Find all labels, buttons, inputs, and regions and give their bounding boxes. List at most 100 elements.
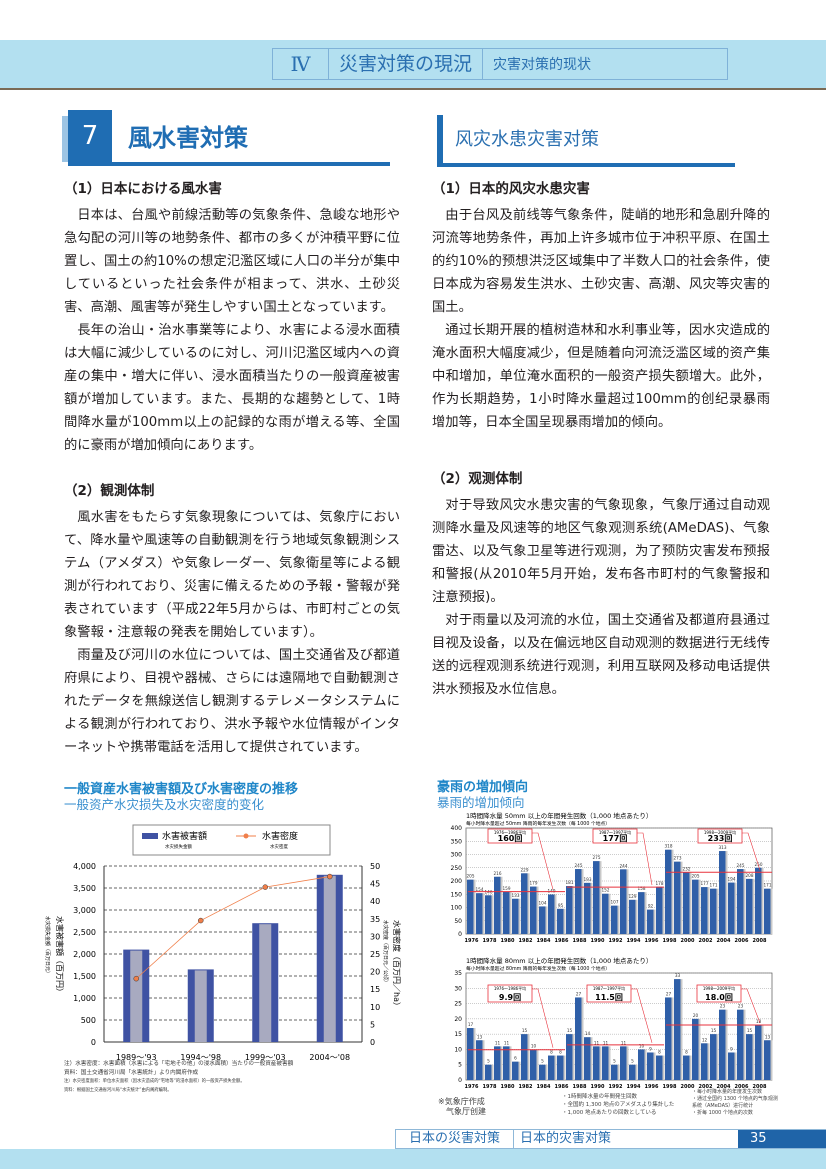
y2-tick-label: 0 bbox=[370, 1038, 375, 1047]
chart-subtitle: 暴雨的增加倾向 bbox=[437, 795, 525, 810]
x-tick-label: 1986 bbox=[555, 938, 569, 944]
note: ・全国約 1,300 地点のアメダスより集計した bbox=[562, 1102, 675, 1108]
x-tick-label: 2004 bbox=[717, 1084, 731, 1090]
bar-value-label: 9 bbox=[649, 1046, 652, 1051]
bar bbox=[530, 1049, 537, 1080]
bar-value-label: 159 bbox=[503, 886, 511, 891]
x-tick-label: 2000 bbox=[681, 1084, 695, 1090]
bar bbox=[656, 886, 663, 934]
y-tick-label: 15 bbox=[454, 1031, 462, 1038]
bar-highlight bbox=[323, 875, 336, 1042]
left-column-s1: （1）日本における風水害 日本は、台風や前線活動等の気象条件、急峻な地形や急勾配… bbox=[64, 178, 400, 457]
footer: 日本の災害対策 日本的灾害对策 35 bbox=[395, 1129, 826, 1149]
bar-value-label: 5 bbox=[487, 1059, 490, 1064]
average-label: 1976～1986平均 bbox=[494, 829, 526, 835]
bar-highlight bbox=[130, 950, 143, 1042]
y2-tick-label: 40 bbox=[370, 897, 380, 906]
bar-value-label: 205 bbox=[467, 874, 475, 879]
y2-tick-label: 35 bbox=[370, 915, 380, 924]
bar-value-label: 245 bbox=[737, 863, 745, 868]
bar-value-label: 11 bbox=[621, 1040, 627, 1045]
y-tick-label: 3,000 bbox=[73, 906, 96, 915]
y-tick-label: 10 bbox=[454, 1046, 462, 1053]
bar bbox=[701, 1043, 708, 1080]
bar bbox=[602, 1046, 609, 1080]
bar bbox=[566, 886, 573, 934]
x-tick-label: 1992 bbox=[609, 1084, 623, 1090]
y-tick-label: 2,500 bbox=[73, 928, 96, 937]
bar-value-label: 13 bbox=[477, 1034, 483, 1039]
bar bbox=[656, 1055, 663, 1080]
y-tick-label: 20 bbox=[454, 1016, 462, 1023]
bar bbox=[593, 1046, 600, 1080]
chapter-number: Ⅳ bbox=[273, 49, 329, 79]
average-box bbox=[697, 828, 743, 844]
paragraph: 風水害をもたらす気象現象については、気象庁において、降水量や風速等の自動観測を行… bbox=[64, 510, 400, 640]
footer-title-cn: 日本的灾害对策 bbox=[520, 1131, 612, 1146]
bar bbox=[737, 869, 744, 934]
right-column-s2: （2）观测体制 对于导致风灾水患灾害的气象现象，气象厅通过自动观测降水量及风速等… bbox=[432, 468, 770, 701]
page-number: 35 bbox=[738, 1130, 826, 1148]
bar bbox=[539, 1064, 546, 1080]
chapter-title-cn: 灾害对策的现状 bbox=[493, 57, 592, 73]
x-tick-label: 2006 bbox=[735, 1084, 749, 1090]
average-value: 18.0回 bbox=[705, 993, 733, 1002]
bar bbox=[521, 873, 528, 934]
y-tick-label: 150 bbox=[451, 891, 463, 898]
bar-value-label: 158 bbox=[638, 886, 646, 891]
x-tick-label: 1996 bbox=[645, 938, 659, 944]
chapter-header: Ⅳ 災害対策の現況 灾害对策的现状 bbox=[272, 48, 728, 80]
average-value: 9.9回 bbox=[499, 993, 521, 1002]
paragraph: 日本は、台風や前線活動等の気象条件、急峻な地形や急勾配の河川等の地勢条件、都市の… bbox=[64, 208, 400, 315]
bar-value-label: 133 bbox=[512, 893, 520, 898]
note: ・1時間降水量の年間発生回数 bbox=[562, 1094, 638, 1100]
bar-value-label: 15 bbox=[567, 1028, 573, 1033]
paragraph: 由于台风及前线等气象条件，陡峭的地形和急剧升降的河流等地势条件，再加上许多城市位… bbox=[432, 208, 770, 315]
bar-value-label: 244 bbox=[620, 863, 628, 868]
bar-value-label: 8 bbox=[550, 1050, 553, 1055]
bar bbox=[521, 1034, 528, 1080]
paragraph: 長年の治山・治水事業等により、水害による浸水面積は大幅に減少しているのに対し、河… bbox=[64, 323, 400, 453]
bar bbox=[674, 979, 681, 1080]
legend-bar-swatch bbox=[142, 833, 158, 839]
rain80-chart: 1時間降水量 80mm 以上の年間発生回数（1,000 地点あたり）每小时降水量… bbox=[454, 956, 773, 1090]
average-box bbox=[592, 828, 638, 844]
bar-value-label: 15 bbox=[747, 1028, 753, 1033]
bar-value-label: 177 bbox=[701, 881, 709, 886]
rain50-chart: 1時間降水量 50mm 以上の年間発生回数（1,000 地点あたり）每小时降水量… bbox=[451, 811, 773, 944]
bar bbox=[539, 906, 546, 934]
bar bbox=[638, 1049, 645, 1080]
average-label: 1998～2009平均 bbox=[703, 985, 735, 991]
chapter-title-jp: 災害対策の現況 bbox=[329, 49, 484, 79]
bar-value-label: 154 bbox=[476, 887, 484, 892]
average-label: 1987～1997平均 bbox=[593, 985, 625, 991]
x-tick-label: 2000 bbox=[681, 938, 695, 944]
bar-value-label: 15 bbox=[522, 1028, 528, 1033]
density-line bbox=[135, 876, 330, 979]
y-tick-label: 2,000 bbox=[73, 950, 96, 959]
average-pointer bbox=[741, 988, 761, 1024]
x-tick-label: 2004 bbox=[717, 938, 731, 944]
bar bbox=[719, 1009, 726, 1080]
bar-value-label: 8 bbox=[559, 1050, 562, 1055]
bar bbox=[566, 1034, 573, 1080]
bar-value-label: 275 bbox=[593, 855, 601, 860]
bar bbox=[629, 1064, 636, 1080]
bar-value-label: 92 bbox=[648, 904, 654, 909]
bar bbox=[476, 893, 483, 934]
bar-highlight bbox=[194, 970, 207, 1042]
average-box bbox=[586, 984, 632, 1003]
bar-value-label: 33 bbox=[675, 973, 681, 978]
bar-value-label: 171 bbox=[710, 883, 718, 888]
y-axis-label-cn: 水灾损失金额（百万日元） bbox=[44, 916, 51, 976]
bar-value-label: 10 bbox=[531, 1043, 537, 1048]
y-tick-label: 0 bbox=[458, 1077, 462, 1084]
bar bbox=[485, 895, 492, 934]
bar bbox=[485, 1064, 492, 1080]
bar bbox=[764, 1040, 771, 1080]
rain-notes-cn: ・每小时降水量的年度发生次数 ・通过全国约 1300 个地点的气象观测系统（AM… bbox=[692, 1089, 782, 1117]
bar-value-label: 318 bbox=[665, 844, 673, 849]
x-tick-label: 1990 bbox=[591, 938, 605, 944]
bar bbox=[746, 878, 753, 934]
density-point bbox=[262, 884, 268, 890]
